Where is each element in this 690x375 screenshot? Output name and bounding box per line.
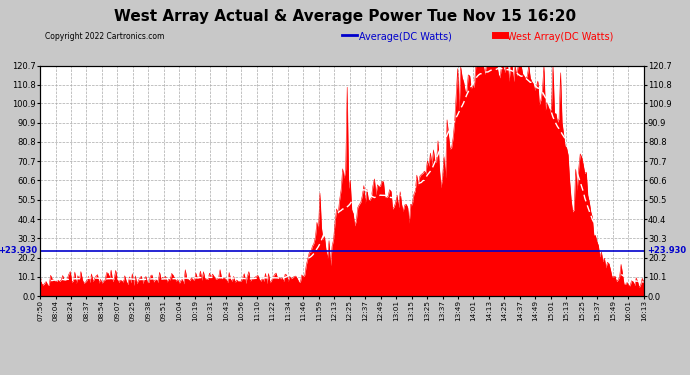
Text: Copyright 2022 Cartronics.com: Copyright 2022 Cartronics.com <box>45 32 164 41</box>
Text: +23.930: +23.930 <box>0 246 37 255</box>
Text: Average(DC Watts): Average(DC Watts) <box>359 32 452 42</box>
Text: West Array Actual & Average Power Tue Nov 15 16:20: West Array Actual & Average Power Tue No… <box>114 9 576 24</box>
Text: West Array(DC Watts): West Array(DC Watts) <box>507 32 613 42</box>
Text: +23.930: +23.930 <box>647 246 686 255</box>
